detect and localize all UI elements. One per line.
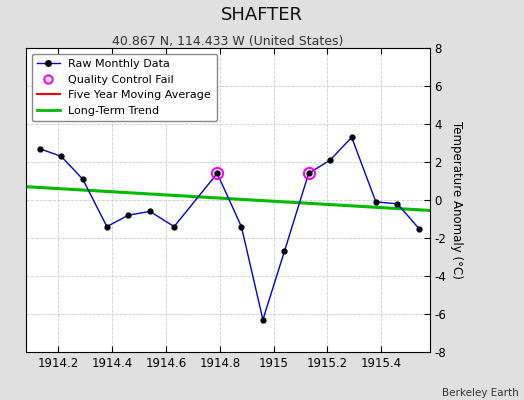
Text: SHAFTER: SHAFTER <box>221 6 303 24</box>
Y-axis label: Temperature Anomaly (°C): Temperature Anomaly (°C) <box>450 121 463 279</box>
Text: Berkeley Earth: Berkeley Earth <box>442 388 519 398</box>
Title: 40.867 N, 114.433 W (United States): 40.867 N, 114.433 W (United States) <box>112 35 344 48</box>
Legend: Raw Monthly Data, Quality Control Fail, Five Year Moving Average, Long-Term Tren: Raw Monthly Data, Quality Control Fail, … <box>32 54 217 121</box>
